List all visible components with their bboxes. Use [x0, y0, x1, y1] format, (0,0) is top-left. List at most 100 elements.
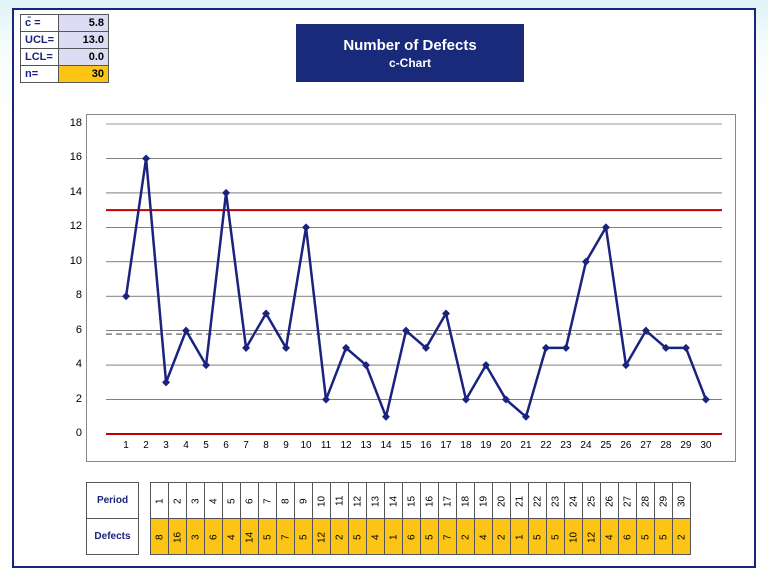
table-period-cell: 26	[601, 483, 619, 519]
xtick-label: 28	[657, 440, 675, 451]
xtick-label: 12	[337, 440, 355, 451]
xtick-label: 20	[497, 440, 515, 451]
table-period-cell: 16	[421, 483, 439, 519]
table-period-cell: 25	[583, 483, 601, 519]
table-period-cell: 19	[475, 483, 493, 519]
table-defects-cell: 5	[547, 519, 565, 555]
period-header: Period	[87, 483, 139, 519]
table-defects-cell: 7	[439, 519, 457, 555]
xtick-label: 29	[677, 440, 695, 451]
table-defects-cell: 2	[457, 519, 475, 555]
table-period-cell: 24	[565, 483, 583, 519]
xtick-label: 30	[697, 440, 715, 451]
table-defects-cell: 3	[187, 519, 205, 555]
xtick-label: 2	[137, 440, 155, 451]
table-defects-cell: 4	[223, 519, 241, 555]
xtick-label: 13	[357, 440, 375, 451]
table-period-cell: 14	[385, 483, 403, 519]
xtick-label: 1	[117, 440, 135, 451]
xtick-label: 15	[397, 440, 415, 451]
ytick-label: 14	[58, 186, 82, 198]
table-period-cell: 7	[259, 483, 277, 519]
xtick-label: 26	[617, 440, 635, 451]
table-defects-cell: 8	[151, 519, 169, 555]
table-period-cell: 22	[529, 483, 547, 519]
xtick-label: 25	[597, 440, 615, 451]
table-period-cell: 30	[673, 483, 691, 519]
table-defects-cell: 4	[475, 519, 493, 555]
table-defects-cell: 5	[349, 519, 367, 555]
ytick-label: 16	[58, 151, 82, 163]
table-period-cell: 20	[493, 483, 511, 519]
xtick-label: 9	[277, 440, 295, 451]
table-defects-cell: 5	[259, 519, 277, 555]
table-defects-cell: 2	[331, 519, 349, 555]
xtick-label: 18	[457, 440, 475, 451]
table-defects-cell: 5	[421, 519, 439, 555]
table-defects-cell: 1	[385, 519, 403, 555]
ucl-value: 13.0	[59, 32, 109, 49]
xtick-label: 11	[317, 440, 335, 451]
defects-header: Defects	[87, 519, 139, 555]
table-period-cell: 1	[151, 483, 169, 519]
table-period-cell: 15	[403, 483, 421, 519]
table-period-cell: 18	[457, 483, 475, 519]
table-defects-cell: 6	[619, 519, 637, 555]
table-period-cell: 9	[295, 483, 313, 519]
main-frame: c̄ = 5.8 UCL= 13.0 LCL= 0.0 n= 30 Number…	[12, 8, 756, 568]
lcl-value: 0.0	[59, 49, 109, 66]
table-defects-cell: 4	[601, 519, 619, 555]
xtick-label: 3	[157, 440, 175, 451]
table-period-cell: 23	[547, 483, 565, 519]
xtick-label: 14	[377, 440, 395, 451]
xtick-label: 21	[517, 440, 535, 451]
table-period-cell: 13	[367, 483, 385, 519]
table-period-cell: 2	[169, 483, 187, 519]
table-period-cell: 12	[349, 483, 367, 519]
xtick-label: 10	[297, 440, 315, 451]
chart-svg	[86, 114, 736, 462]
cbar-label: c̄ =	[21, 15, 59, 32]
table-defects-cell: 6	[403, 519, 421, 555]
table-period-cell: 27	[619, 483, 637, 519]
table-period-cell: 21	[511, 483, 529, 519]
xtick-label: 16	[417, 440, 435, 451]
table-defects-cell: 1	[511, 519, 529, 555]
xtick-label: 6	[217, 440, 235, 451]
table-defects-cell: 12	[583, 519, 601, 555]
table-defects-cell: 5	[655, 519, 673, 555]
ytick-label: 8	[58, 289, 82, 301]
ytick-label: 18	[58, 117, 82, 129]
ytick-label: 6	[58, 324, 82, 336]
table-defects-cell: 12	[313, 519, 331, 555]
n-value: 30	[59, 66, 109, 83]
chart-subtitle: c-Chart	[296, 56, 524, 70]
table-defects-cell: 2	[493, 519, 511, 555]
xtick-label: 4	[177, 440, 195, 451]
xtick-label: 24	[577, 440, 595, 451]
xtick-label: 22	[537, 440, 555, 451]
cbar-value: 5.8	[59, 15, 109, 32]
table-defects-cell: 6	[205, 519, 223, 555]
table-period-cell: 8	[277, 483, 295, 519]
chart-title-box: Number of Defects c-Chart	[296, 24, 524, 82]
xtick-label: 17	[437, 440, 455, 451]
xtick-label: 23	[557, 440, 575, 451]
xtick-label: 8	[257, 440, 275, 451]
table-defects-cell: 10	[565, 519, 583, 555]
table-period-cell: 5	[223, 483, 241, 519]
table-defects-cell: 16	[169, 519, 187, 555]
xtick-label: 7	[237, 440, 255, 451]
ytick-label: 12	[58, 220, 82, 232]
table-defects-cell: 5	[529, 519, 547, 555]
table-defects-cell: 2	[673, 519, 691, 555]
ytick-label: 0	[58, 427, 82, 439]
table-defects-cell: 4	[367, 519, 385, 555]
ucl-label: UCL=	[21, 32, 59, 49]
xtick-label: 19	[477, 440, 495, 451]
table-defects-cell: 14	[241, 519, 259, 555]
xtick-label: 5	[197, 440, 215, 451]
ytick-label: 2	[58, 393, 82, 405]
table-period-cell: 6	[241, 483, 259, 519]
table-period-cell: 17	[439, 483, 457, 519]
